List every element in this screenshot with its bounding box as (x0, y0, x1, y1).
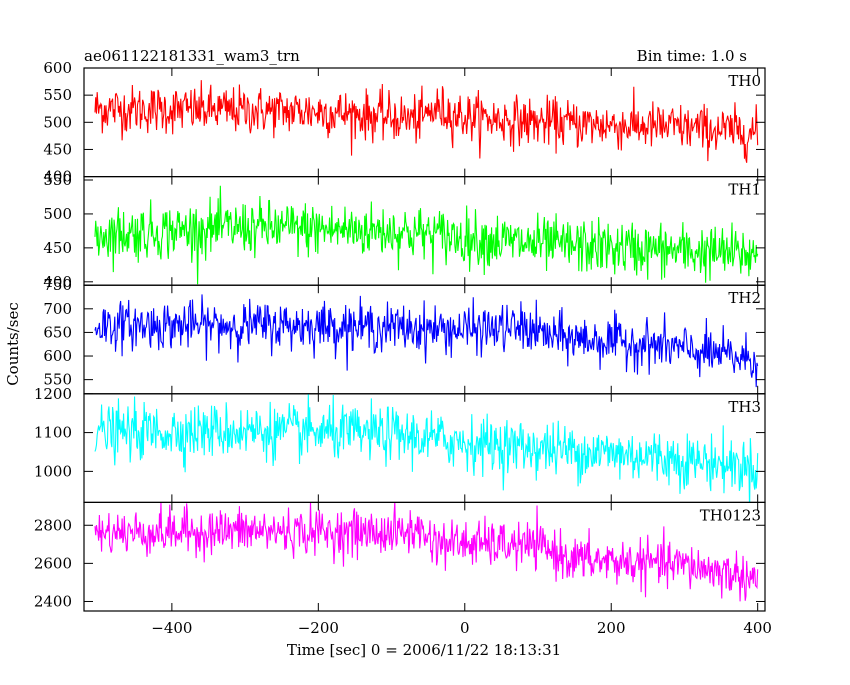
series-line-th3 (94, 393, 759, 503)
y-tick-label: 600 (43, 347, 72, 365)
y-tick-label: 1200 (34, 385, 72, 403)
y-tick-label: 650 (43, 323, 72, 341)
y-tick-label: 750 (43, 276, 72, 294)
bin-time-label: Bin time: 1.0 s (637, 47, 747, 65)
y-tick-label: 400 (43, 273, 72, 291)
y-tick-label: 450 (43, 239, 72, 257)
series-line-th2 (94, 294, 759, 388)
y-tick-label: 2800 (34, 516, 72, 534)
panel-th0: 450 500 550 600 400 TH0 (43, 59, 766, 186)
x-tick-label: 0 (460, 619, 470, 637)
y-tick-label: 450 (43, 140, 72, 158)
panel-label: TH1 (728, 181, 761, 199)
y-axis-label: Counts/sec (4, 302, 22, 386)
panel-th2: 550 600 650 700 750 TH2 (43, 276, 766, 395)
x-tick-label: −400 (151, 619, 192, 637)
x-tick-label: 400 (743, 619, 772, 637)
y-tick-label: 1100 (34, 424, 72, 442)
y-tick-label: 600 (43, 59, 72, 77)
y-tick-label: 1000 (34, 462, 72, 480)
y-tick-label: 2600 (34, 554, 72, 572)
panel-frame (83, 393, 766, 503)
panel-label: TH0 (728, 72, 761, 90)
x-tick-label: −200 (298, 619, 339, 637)
panel-frame (83, 501, 766, 612)
panel-label: TH0123 (700, 506, 761, 524)
panel-th1: 400 450 500 550 TH1 (43, 171, 766, 291)
panels-group: 450 500 550 600 400 TH0 400 450 500 550 TH1 550 600 6… (34, 59, 772, 637)
series-line-th0 (94, 80, 759, 163)
panel-th0123: 2400 2600 2800 TH0123 (34, 501, 766, 612)
chart-title: ae061122181331_wam3_trn (84, 47, 300, 65)
x-axis-label: Time [sec] 0 = 2006/11/22 18:13:31 (287, 641, 561, 659)
y-tick-label: 500 (43, 113, 72, 131)
y-tick-label: 550 (43, 371, 72, 389)
x-tick-label: 200 (597, 619, 626, 637)
y-tick-label: 550 (43, 86, 72, 104)
series-line-th1 (94, 185, 759, 285)
y-tick-label: 500 (43, 205, 72, 223)
panel-label: TH2 (728, 289, 761, 307)
y-tick-label: 2400 (34, 592, 72, 610)
y-tick-label: 700 (43, 300, 72, 318)
y-tick-label: 400 (43, 168, 72, 186)
series-line-th0123 (94, 502, 759, 602)
panel-label: TH3 (728, 398, 761, 416)
panel-th3: 1000 1100 1200 TH3 (34, 385, 766, 503)
y-tick-label: 550 (43, 171, 72, 189)
